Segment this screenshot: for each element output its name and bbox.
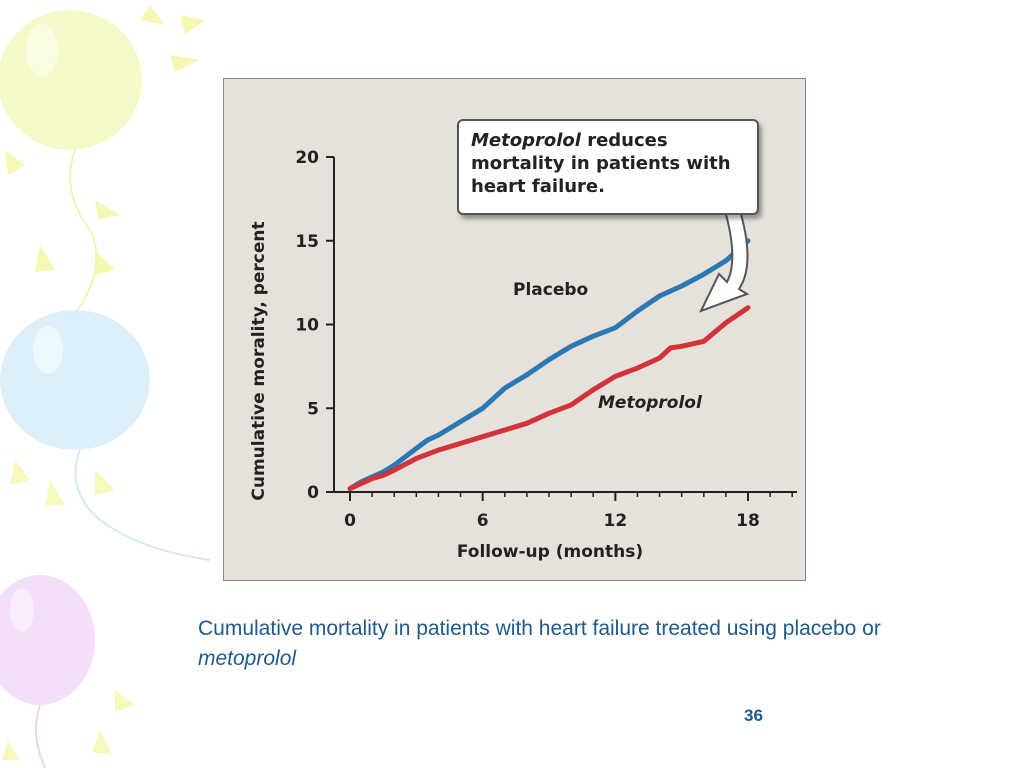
caption-italic: metoprolol (198, 647, 297, 670)
x-tick-label: 0 (344, 511, 356, 531)
x-tick-label: 12 (603, 511, 627, 531)
y-axis-title: Cumulative morality, percent (249, 221, 269, 500)
metoprolol-series-line (347, 305, 751, 492)
x-axis-title: Follow-up (months) (457, 542, 643, 562)
slide-caption: Cumulative mortality in patients with he… (198, 614, 938, 674)
x-tick-label: 18 (736, 511, 760, 531)
callout-arrow (699, 206, 750, 313)
x-tick-label: 6 (477, 511, 489, 531)
callout-text: reduces mortality in patients with heart… (471, 130, 731, 197)
y-tick-label: 15 (295, 232, 319, 252)
yellow-balloon (0, 10, 142, 150)
chart-series (347, 238, 751, 492)
chart-panel: 0 5 10 15 20 0 6 12 18 Cumulative morality, perc… (223, 78, 806, 581)
caption-text: Cumulative mortality in patients with he… (198, 617, 881, 640)
mortality-line-chart: 0 5 10 15 20 0 6 12 18 Cumulative morality, perc… (249, 148, 797, 562)
blue-balloon (0, 310, 150, 450)
placebo-series-label: Placebo (513, 280, 588, 300)
decorative-balloons (0, 5, 211, 768)
y-tick-label: 10 (295, 316, 319, 336)
page-number: 36 (744, 706, 763, 725)
y-tick-label: 20 (295, 148, 319, 168)
placebo-series-line (347, 238, 751, 492)
y-tick-label: 5 (307, 399, 319, 419)
callout-box: Metoprolol reduces mortality in patients… (457, 119, 759, 215)
y-tick-label: 0 (307, 483, 319, 503)
metoprolol-series-label: Metoprolol (598, 393, 703, 413)
callout-italic: Metoprolol (471, 130, 581, 151)
chart-axes: 0 5 10 15 20 0 6 12 18 (295, 148, 797, 531)
